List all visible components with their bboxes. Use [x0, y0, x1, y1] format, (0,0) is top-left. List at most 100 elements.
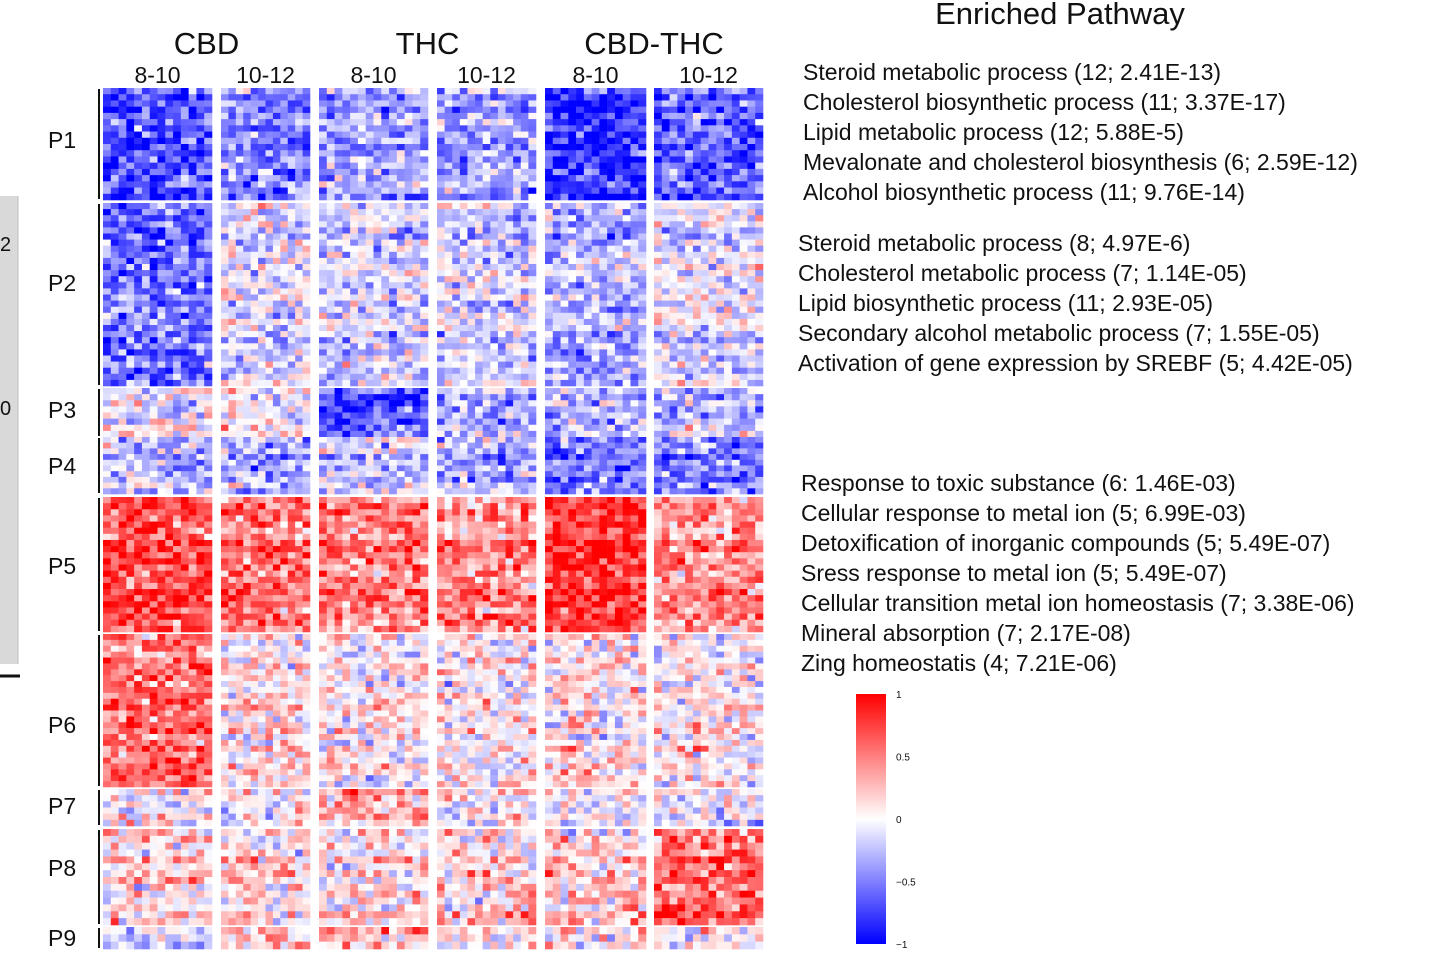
heatmap-cell — [165, 288, 174, 295]
heatmap-cell — [747, 203, 756, 210]
heatmap-cell — [747, 221, 756, 228]
heatmap-cell — [365, 367, 374, 375]
heatmap-cell — [490, 227, 499, 234]
heatmap-cell — [724, 88, 733, 95]
heatmap-cell — [221, 459, 229, 466]
heatmap-cell — [228, 233, 237, 240]
heatmap-cell — [482, 215, 491, 222]
heatmap-cell — [497, 112, 506, 120]
heatmap-cell — [708, 288, 717, 295]
heatmap-cell — [661, 209, 670, 216]
heatmap-cell — [560, 349, 569, 356]
heatmap-cell — [708, 94, 717, 101]
heatmap-cell — [243, 465, 251, 472]
heatmap-cell — [118, 168, 127, 176]
heatmap-cell — [302, 373, 311, 381]
heatmap-cell — [747, 264, 756, 271]
heatmap-cell — [342, 264, 351, 271]
heatmap-cell — [692, 264, 702, 271]
heatmap-cell — [110, 442, 119, 449]
heatmap-cell — [302, 227, 311, 234]
heatmap-cell — [342, 209, 351, 216]
heatmap-cell — [739, 418, 748, 426]
heatmap-cell — [110, 418, 119, 426]
heatmap-cell — [747, 459, 756, 466]
heatmap-cell — [552, 215, 561, 222]
heatmap-cell — [444, 282, 453, 289]
heatmap-cell — [272, 465, 281, 472]
heatmap-cell — [700, 465, 709, 472]
heatmap-cell — [287, 337, 296, 344]
heatmap-cell — [724, 245, 733, 253]
heatmap-cell — [459, 119, 468, 126]
heatmap-cell — [280, 137, 289, 145]
heatmap-cell — [265, 112, 274, 120]
heatmap-cell — [126, 288, 135, 295]
heatmap-cell — [638, 418, 647, 426]
heatmap-cell — [221, 349, 229, 356]
heatmap-cell — [342, 361, 351, 368]
heatmap-cell — [302, 294, 311, 301]
heatmap-cell — [334, 144, 343, 151]
heatmap-cell — [591, 442, 600, 449]
heatmap-cell — [654, 400, 663, 407]
heatmap-cell — [173, 100, 182, 107]
heatmap-cell — [110, 251, 119, 259]
heatmap-cell — [576, 437, 585, 443]
heatmap-cell — [482, 187, 491, 195]
heatmap-cell — [661, 373, 670, 381]
heatmap-cell — [654, 131, 663, 139]
heatmap-cell — [342, 227, 351, 234]
heatmap-cell — [295, 168, 303, 176]
heatmap-cell — [188, 312, 197, 320]
heatmap-cell — [180, 112, 189, 120]
heatmap-cell — [188, 193, 197, 201]
heatmap-cell — [583, 162, 592, 170]
heatmap-cell — [459, 361, 468, 368]
heatmap-cell — [404, 388, 413, 395]
heatmap-cell — [669, 355, 678, 362]
heatmap-cell — [692, 424, 702, 432]
heatmap-cell — [724, 459, 733, 466]
heatmap-cell — [599, 343, 608, 350]
heatmap-cell — [545, 355, 554, 362]
heatmap-cell — [716, 193, 725, 201]
heatmap-cell — [149, 203, 158, 210]
heatmap-cell — [755, 454, 764, 461]
heatmap-cell — [560, 400, 569, 407]
heatmap-cell — [444, 251, 453, 259]
heatmap-cell — [685, 221, 694, 228]
heatmap-cell — [638, 355, 647, 362]
heatmap-cell — [739, 137, 748, 145]
heatmap-cell — [157, 454, 166, 461]
heatmap-cell — [165, 337, 174, 344]
heatmap-cell — [739, 312, 748, 320]
heatmap-cell — [165, 306, 174, 314]
heatmap-cell — [724, 361, 733, 368]
heatmap-cell — [110, 156, 119, 163]
heatmap-cell — [110, 137, 119, 145]
heatmap-cell — [204, 112, 213, 120]
heatmap-cell — [265, 276, 274, 283]
heatmap-cell — [622, 175, 631, 182]
heatmap-cell — [365, 245, 374, 253]
heatmap-cell — [326, 430, 335, 438]
heatmap-cell — [110, 459, 119, 466]
heatmap-cell — [739, 459, 748, 466]
heatmap-cell — [467, 459, 476, 466]
heatmap-cell — [350, 168, 359, 176]
heatmap-cell — [638, 337, 647, 344]
heatmap-cell — [685, 144, 694, 151]
heatmap-cell — [459, 125, 468, 132]
heatmap-cell — [467, 424, 476, 432]
heatmap-cell — [437, 430, 445, 438]
heatmap-cell — [685, 100, 694, 107]
heatmap-cell — [342, 406, 351, 413]
heatmap-cell — [134, 394, 143, 401]
heatmap-cell — [568, 245, 577, 253]
heatmap-cell — [552, 294, 561, 301]
heatmap-cell — [204, 233, 213, 240]
heatmap-cell — [591, 294, 600, 301]
heatmap-cell — [716, 282, 725, 289]
heatmap-cell — [475, 112, 483, 120]
